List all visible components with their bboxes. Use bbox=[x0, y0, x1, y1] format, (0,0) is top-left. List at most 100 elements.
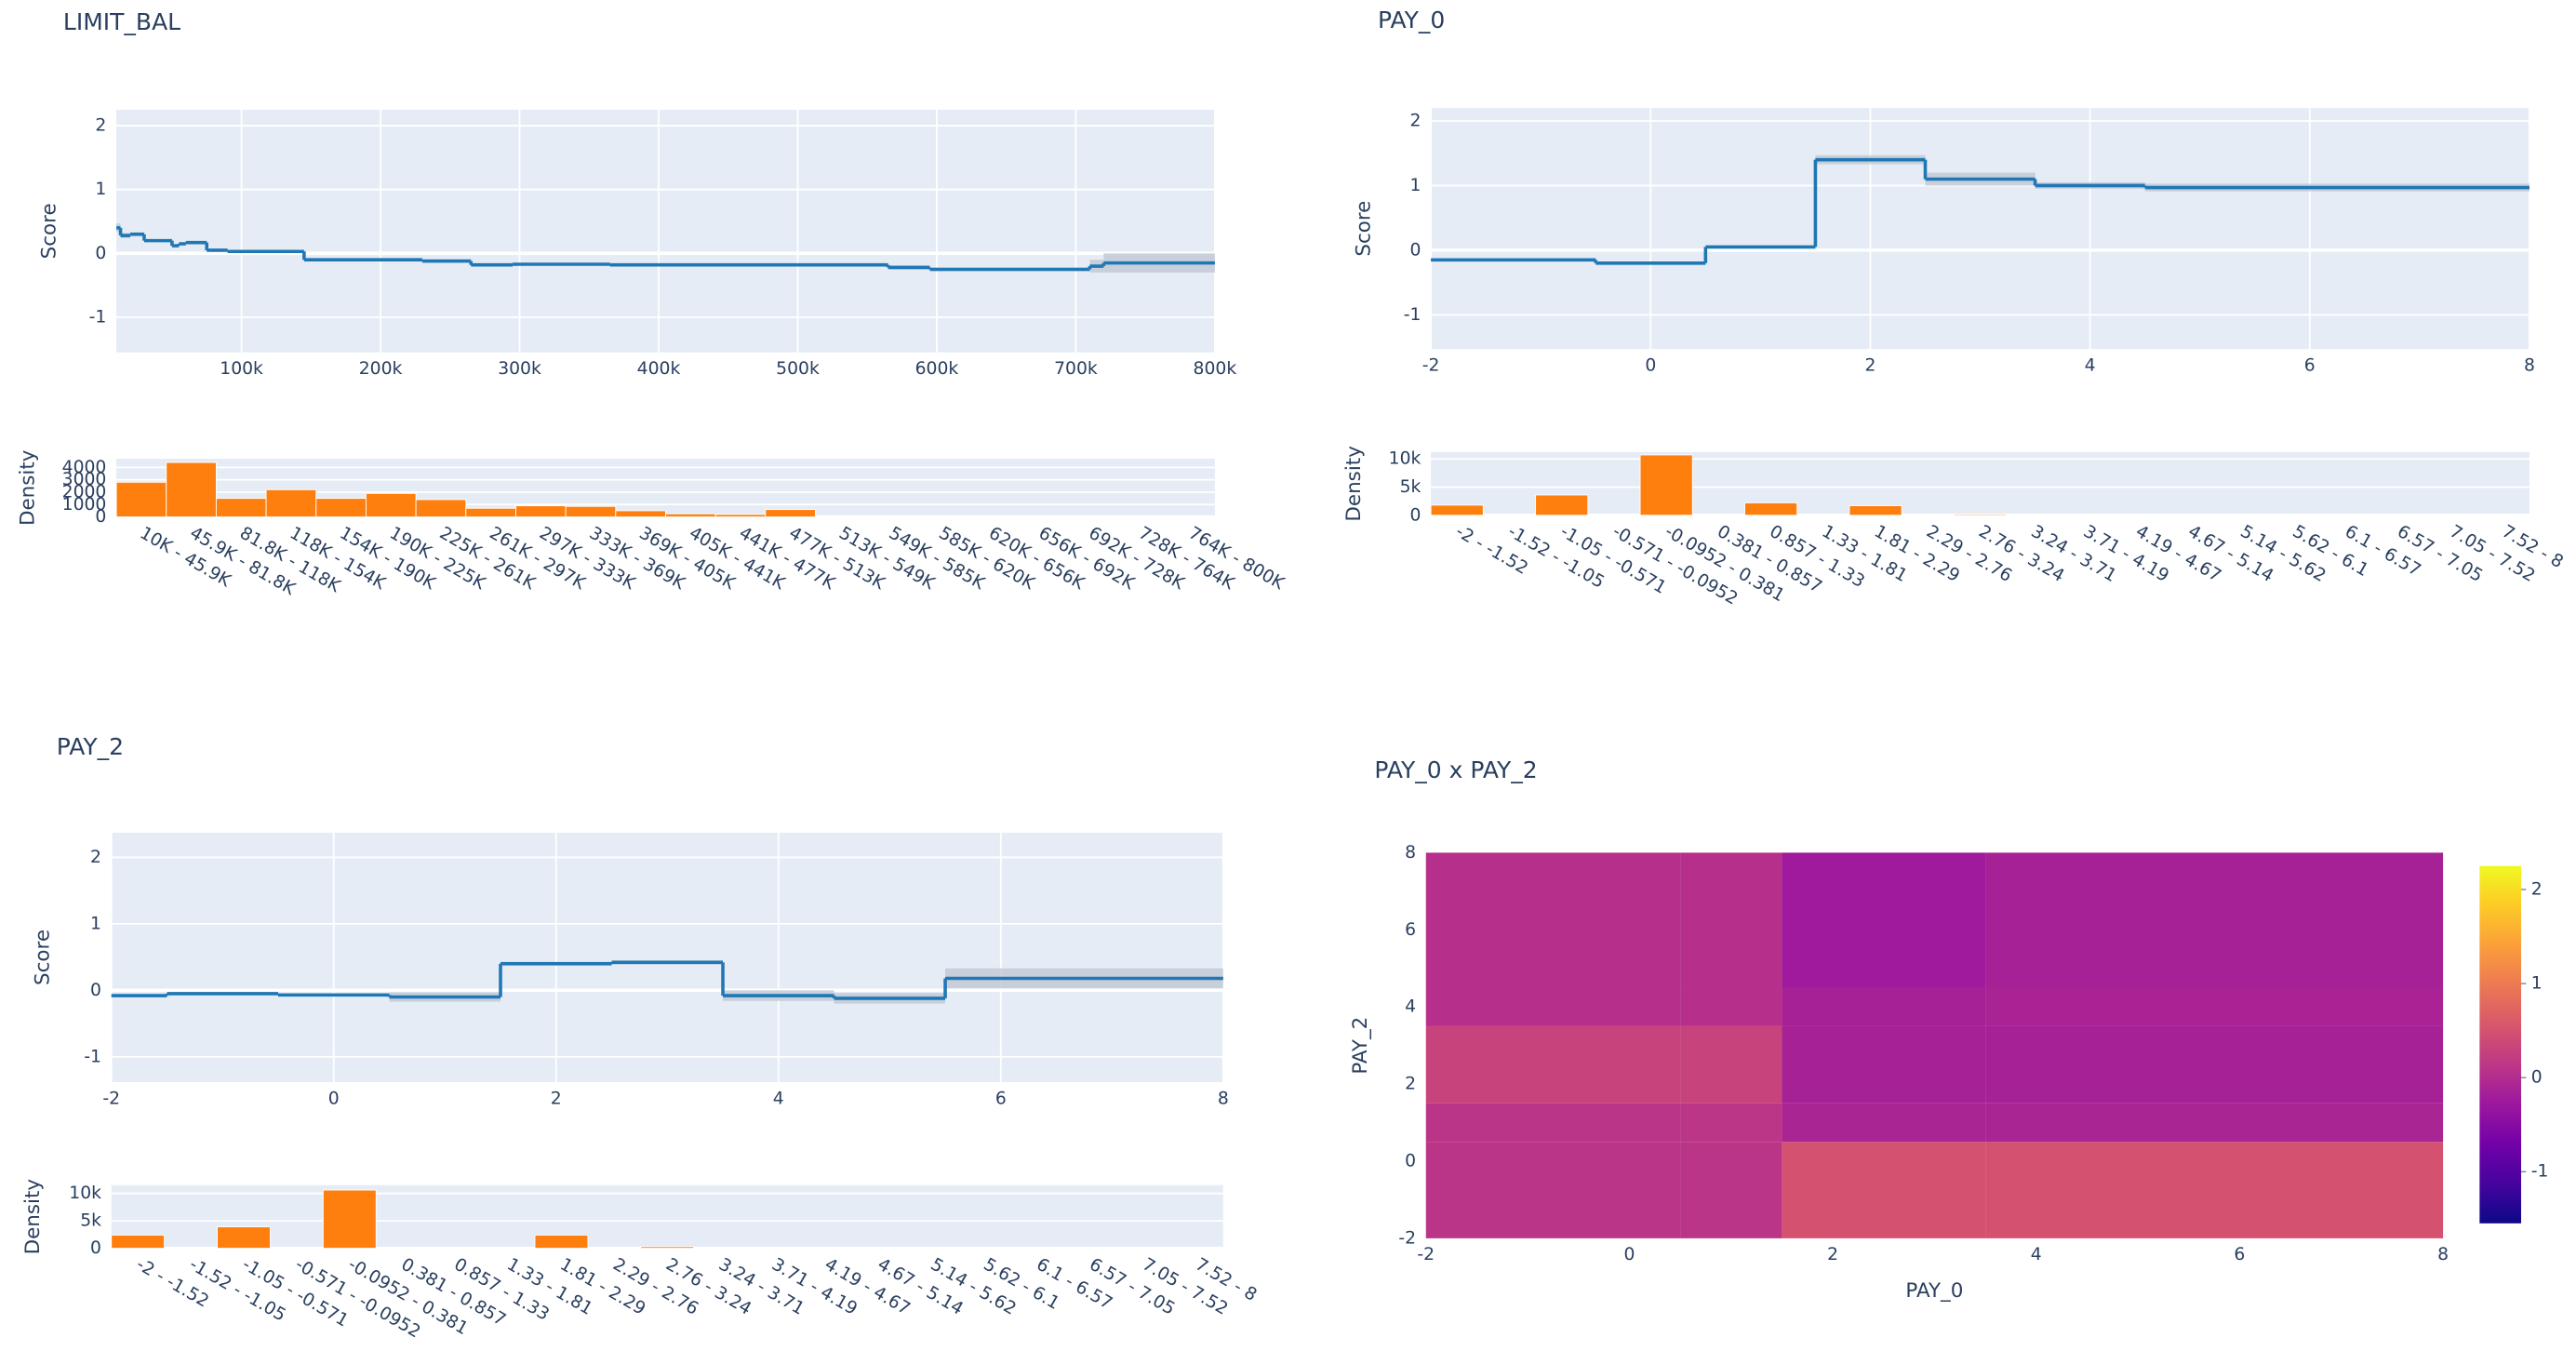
x-tick-label: 500k bbox=[776, 359, 820, 379]
bar bbox=[315, 498, 367, 518]
y-axis-title: Density bbox=[21, 1179, 45, 1255]
y-tick-label: 1 bbox=[95, 180, 106, 199]
colorbar-tick-label: -1 bbox=[2531, 1162, 2549, 1182]
x-tick-label: 8 bbox=[1218, 1089, 1229, 1108]
y-tick-label: -1 bbox=[84, 1047, 101, 1066]
y-axis-title: Score bbox=[31, 930, 54, 985]
bar bbox=[534, 1234, 589, 1250]
y-tick-label: 0 bbox=[95, 244, 106, 263]
x-tick-label: 300k bbox=[498, 359, 541, 379]
y-axis-title: Score bbox=[38, 203, 61, 259]
panel: PAY_0 x PAY_2 PAY_2 PAY_0 -2 0 2 4 6 8 -2 0 2 4 6 8 -1 0… bbox=[1349, 756, 2548, 1303]
y-tick-label: 4000 bbox=[62, 458, 107, 477]
x-tick-label: 0 bbox=[1623, 1245, 1635, 1264]
y-tick-label: 5k bbox=[1400, 477, 1421, 497]
y-tick-label: -1 bbox=[89, 307, 107, 327]
heatmap-cell bbox=[1985, 1103, 2444, 1143]
x-tick-label: 6 bbox=[995, 1089, 1007, 1108]
y-tick-label: 0 bbox=[90, 981, 101, 1000]
heatmap-cell bbox=[1680, 1025, 1782, 1104]
y-tick-label: 2000 bbox=[62, 482, 107, 502]
y-tick-label: 2 bbox=[90, 848, 101, 867]
x-tick-label: 800k bbox=[1194, 359, 1237, 379]
y-tick-label: 3000 bbox=[62, 470, 107, 489]
panel: PAY_0 Score -1 0 1 2 -2 0 2 4 6 8 bbox=[1353, 7, 2535, 375]
x-tick-label: 600k bbox=[915, 359, 959, 379]
heatmap-cell bbox=[1680, 1103, 1782, 1143]
heatmap-cell bbox=[1425, 1025, 1681, 1104]
bar bbox=[465, 507, 516, 518]
panel-title: PAY_0 bbox=[1378, 7, 1445, 33]
bar bbox=[665, 513, 716, 518]
heatmap-cell bbox=[1782, 1142, 1986, 1238]
colorbar-tick-label: 2 bbox=[2531, 879, 2543, 899]
bar bbox=[115, 481, 167, 518]
heatmap-cell bbox=[1425, 1142, 1681, 1238]
y-tick-label: 0 bbox=[90, 1238, 101, 1258]
bar bbox=[1535, 494, 1589, 516]
panel-title: PAY_0 x PAY_2 bbox=[1374, 756, 1537, 783]
heatmap-cell bbox=[1782, 1025, 1986, 1104]
x-tick-label: 0 bbox=[328, 1089, 340, 1108]
x-tick-label: 4 bbox=[773, 1089, 784, 1108]
plot-background bbox=[1431, 451, 2529, 515]
bar bbox=[322, 1189, 377, 1250]
x-tick-label: 8 bbox=[2524, 356, 2535, 376]
y-axis-title: PAY_2 bbox=[1349, 1017, 1372, 1075]
panel: PAY_2 Score -1 0 1 2 -2 0 2 4 6 8 bbox=[31, 733, 1228, 1108]
y-tick-label: 2 bbox=[95, 116, 106, 136]
bar bbox=[415, 499, 467, 518]
bar bbox=[1744, 502, 1798, 516]
plot-background bbox=[116, 109, 1215, 353]
bar bbox=[1849, 505, 1902, 516]
x-tick-label: 2 bbox=[551, 1089, 562, 1108]
y-tick-label: 2 bbox=[1405, 1075, 1416, 1094]
heatmap-cell bbox=[1680, 1142, 1782, 1238]
x-tick-label: 0 bbox=[1645, 356, 1656, 376]
bar bbox=[714, 514, 767, 518]
panel-title: PAY_2 bbox=[57, 733, 124, 760]
plot-background bbox=[1431, 108, 2529, 350]
x-tick-label: 4 bbox=[2085, 356, 2096, 376]
panel-title: LIMIT_BAL bbox=[63, 8, 180, 35]
y-axis-title: Score bbox=[1353, 201, 1376, 257]
bar bbox=[111, 1234, 166, 1250]
heatmap-cell bbox=[1985, 987, 2444, 1026]
bar bbox=[217, 1226, 271, 1250]
x-tick-label: 6 bbox=[2304, 356, 2316, 376]
y-tick-label: 5k bbox=[80, 1211, 101, 1231]
bar bbox=[1430, 504, 1484, 516]
x-tick-label: -2 bbox=[1422, 356, 1440, 376]
x-tick-label: 100k bbox=[220, 359, 263, 379]
colorbar-tick-label: 1 bbox=[2531, 974, 2543, 994]
x-tick-label: 6 bbox=[2234, 1245, 2245, 1264]
y-tick-label: -2 bbox=[1398, 1228, 1416, 1248]
x-tick-label: 2 bbox=[1827, 1245, 1838, 1264]
bar bbox=[565, 505, 617, 518]
bar bbox=[166, 461, 217, 518]
bar bbox=[215, 498, 267, 518]
y-tick-label: 1000 bbox=[62, 495, 107, 515]
y-tick-label: 0 bbox=[1405, 1151, 1416, 1170]
y-tick-label: 0 bbox=[1409, 505, 1421, 525]
panel: LIMIT_BAL Score -1 0 1 2 100k 200k 300k 400k 500k 6… bbox=[38, 8, 1237, 379]
plot-background bbox=[111, 832, 1223, 1082]
y-tick-label: 0 bbox=[95, 507, 106, 527]
y-tick-label: 0 bbox=[1409, 240, 1421, 260]
x-tick-label: 8 bbox=[2437, 1245, 2449, 1264]
x-tick-label: 4 bbox=[2031, 1245, 2042, 1264]
bar bbox=[265, 488, 317, 518]
y-axis-title: Density bbox=[16, 449, 39, 526]
heatmap-cell bbox=[1680, 852, 1782, 988]
bar bbox=[615, 510, 666, 518]
x-tick-label: 2 bbox=[1864, 356, 1875, 376]
y-tick-label: 10k bbox=[1389, 449, 1421, 469]
y-tick-label: -1 bbox=[1404, 305, 1421, 325]
y-axis-title: Density bbox=[1342, 446, 1366, 522]
x-tick-label: -2 bbox=[1417, 1245, 1435, 1264]
bar bbox=[640, 1246, 695, 1250]
colorbar bbox=[2479, 865, 2522, 1224]
